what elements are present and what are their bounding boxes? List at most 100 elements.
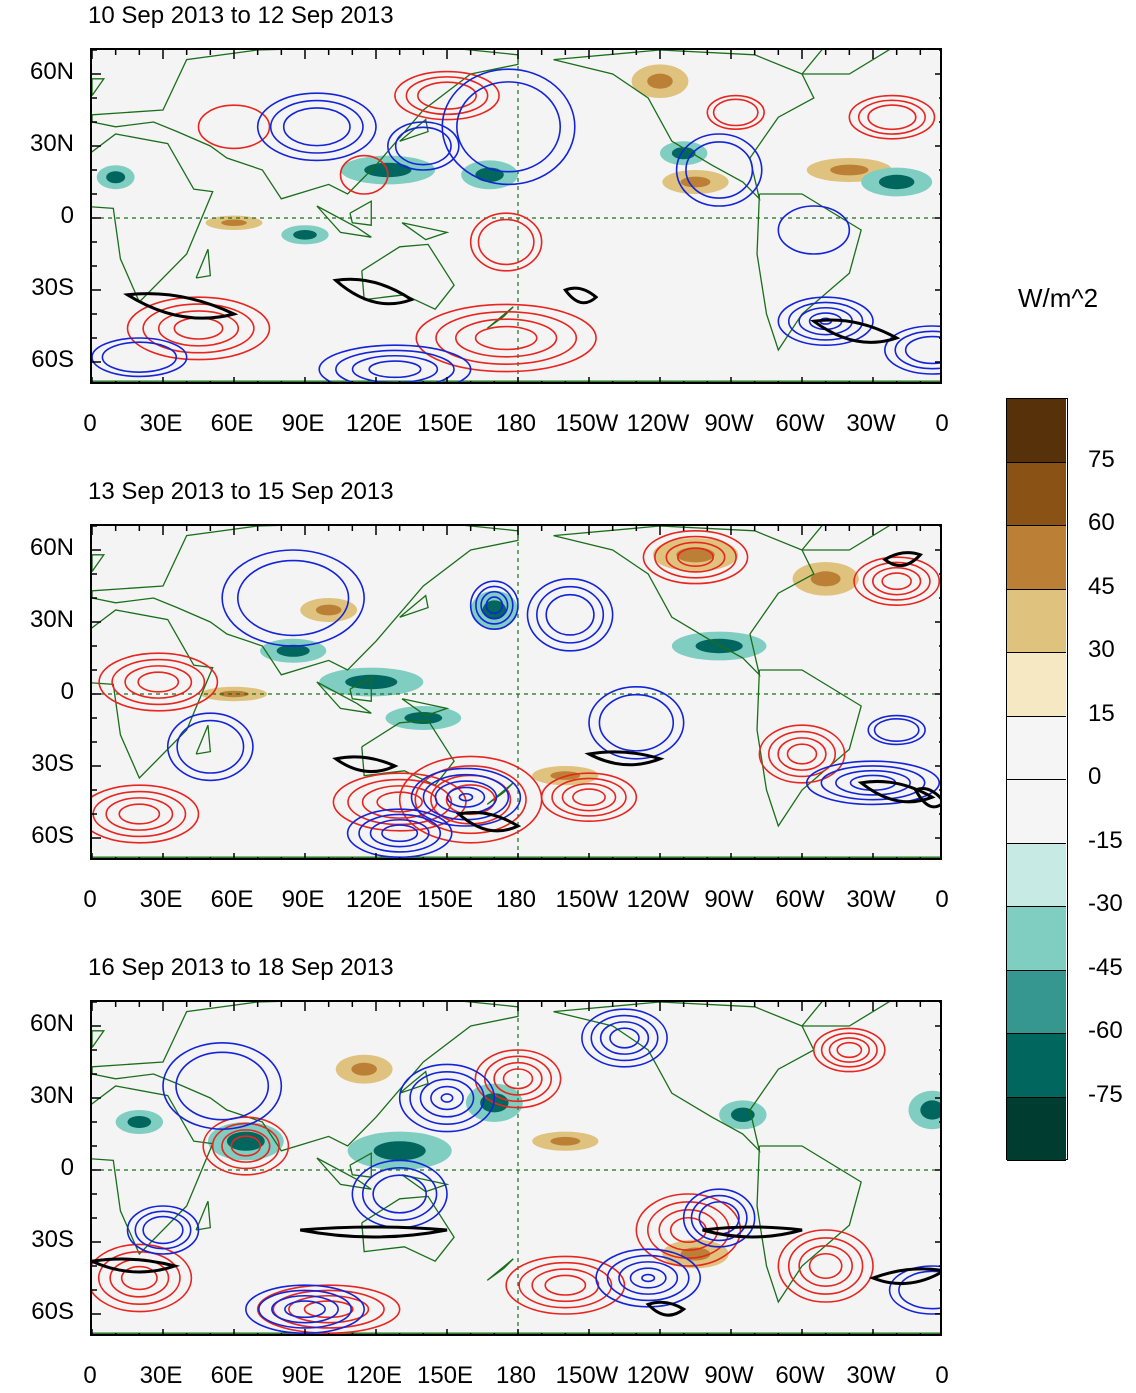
lon-label: 30W <box>846 886 896 913</box>
coastline <box>801 50 891 75</box>
positive-contour <box>414 765 527 835</box>
panel-title: 13 Sep 2013 to 15 Sep 2013 <box>88 478 394 505</box>
negative-contour <box>176 719 245 774</box>
negative-contour <box>480 590 509 620</box>
positive-contour <box>786 743 818 765</box>
lon-label: 150E <box>416 886 474 913</box>
negative-contour <box>446 786 486 808</box>
coastline <box>92 1002 519 1152</box>
lon-label: 150E <box>416 1362 474 1389</box>
lat-label: 30N <box>29 130 74 157</box>
negative-contour <box>419 1078 475 1118</box>
colorbar-units: W/m^2 <box>1018 283 1099 313</box>
coastline <box>486 1258 514 1281</box>
lat-label: 60S <box>31 822 74 849</box>
lat-label: 0 <box>60 202 74 229</box>
negative-anomaly-core <box>482 600 507 620</box>
negative-contour <box>381 824 419 843</box>
lat-label: 60N <box>29 1010 74 1037</box>
significance-contour <box>702 1225 803 1239</box>
negative-contour <box>787 301 864 341</box>
negative-contour <box>609 1027 640 1049</box>
positive-contour <box>572 788 606 807</box>
colorbar-label: 45 <box>1088 572 1115 600</box>
positive-contour <box>303 1300 354 1319</box>
lon-label: 0 <box>935 886 949 913</box>
lon-label: 0 <box>83 886 97 913</box>
lat-label: 30N <box>29 606 74 633</box>
negative-contour <box>685 141 754 199</box>
lon-label: 30E <box>139 410 183 437</box>
negative-contour <box>282 107 351 147</box>
negative-contour <box>820 765 926 801</box>
coastline <box>486 306 514 329</box>
colorbar-label: -75 <box>1088 1080 1123 1108</box>
positive-contour <box>758 724 846 784</box>
negative-contour <box>318 344 472 382</box>
positive-contour <box>118 803 161 825</box>
positive-contour <box>483 1055 553 1103</box>
positive-anomaly-core <box>219 690 249 698</box>
coastline <box>195 248 212 279</box>
coastline <box>195 1200 212 1231</box>
positive-contour <box>109 1258 170 1298</box>
positive-contour <box>635 1193 742 1267</box>
negative-contour <box>335 349 455 382</box>
negative-contour <box>142 1215 184 1245</box>
positive-contour <box>862 561 931 601</box>
negative-contour <box>101 341 178 373</box>
positive-contour <box>137 671 180 693</box>
negative-contour <box>888 1265 940 1315</box>
positive-contour <box>853 556 940 606</box>
positive-contour <box>97 1250 181 1306</box>
negative-contour <box>598 693 675 752</box>
positive-contour <box>813 1027 886 1073</box>
positive-contour <box>777 1229 874 1303</box>
negative-contour <box>526 578 614 652</box>
positive-contour <box>505 1255 626 1315</box>
positive-contour <box>665 541 726 573</box>
lon-label: 60E <box>210 410 254 437</box>
significance-contour <box>332 755 399 773</box>
colorbar-label: 30 <box>1088 636 1115 663</box>
negative-contour <box>92 337 188 378</box>
significance-contour <box>332 277 415 306</box>
significance-contour <box>123 292 239 320</box>
coastline <box>553 526 815 677</box>
lon-label: 150W <box>555 410 619 437</box>
colorbar-label: -30 <box>1088 890 1123 917</box>
negative-anomaly-core <box>695 638 743 654</box>
colorbar-label: -15 <box>1088 826 1123 854</box>
negative-anomaly-core <box>878 174 915 190</box>
negative-contour <box>894 330 940 370</box>
colorbar-swatch <box>1007 399 1066 463</box>
negative-anomaly-core <box>226 1131 265 1151</box>
lon-label: 90E <box>281 1362 325 1389</box>
colorbar-swatch <box>1007 843 1066 907</box>
positive-contour <box>211 1122 280 1170</box>
colorbar-label: 15 <box>1088 699 1115 727</box>
positive-contour <box>445 784 496 816</box>
negative-contour <box>904 335 940 365</box>
lon-label: 180 <box>495 1362 537 1389</box>
positive-contour <box>435 310 578 366</box>
colorbar-swatch <box>1007 589 1066 653</box>
negative-contour <box>599 1021 650 1055</box>
negative-contour <box>682 1188 756 1248</box>
negative-contour <box>358 813 442 853</box>
coastline <box>401 222 450 241</box>
coastline <box>92 1030 106 1048</box>
lon-label: 90W <box>704 1362 754 1389</box>
negative-contour <box>271 1294 339 1324</box>
positive-anomaly-core <box>810 571 841 587</box>
colorbar-swatch <box>1007 462 1066 526</box>
negative-contour <box>369 818 430 848</box>
lon-label: 120W <box>626 1362 690 1389</box>
negative-contour <box>485 596 504 615</box>
map-area <box>90 1000 942 1336</box>
positive-contour <box>669 1216 707 1244</box>
negative-contour <box>777 296 874 347</box>
lon-label: 30E <box>139 886 183 913</box>
positive-contour <box>376 791 423 813</box>
significance-contour <box>913 787 940 809</box>
